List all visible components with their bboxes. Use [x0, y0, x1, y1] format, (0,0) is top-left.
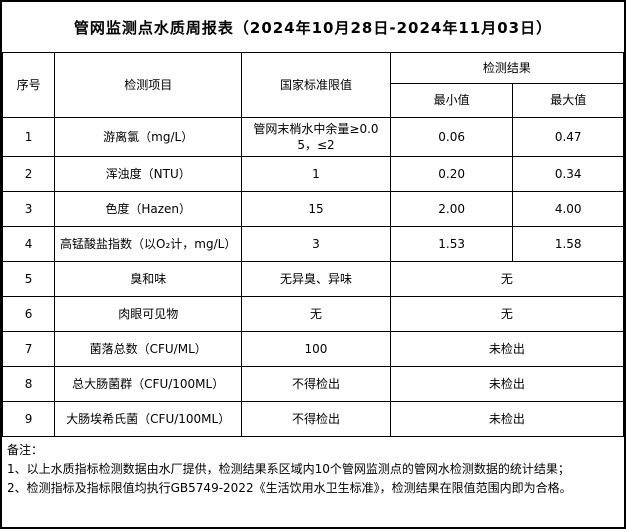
- row-max: 1.58: [512, 226, 624, 262]
- row-min: 0.20: [389, 156, 514, 192]
- row-item: 大肠埃希氏菌（CFU/100ML）: [54, 401, 243, 437]
- row-item: 色度（Hazen）: [54, 191, 243, 227]
- notes-line-2: 2、检测指标及指标限值均执行GB5749-2022《生活饮用水卫生标准》，检测结…: [7, 481, 572, 495]
- row-item: 游离氯（mg/L）: [54, 117, 243, 157]
- table-row-5: 5 臭和味 无异臭、异味 无: [2, 261, 624, 297]
- row-min: 1.53: [389, 226, 514, 262]
- row-item: 浑浊度（NTU）: [54, 156, 243, 192]
- row-max: 0.34: [512, 156, 624, 192]
- row-seq: 5: [2, 261, 56, 297]
- row-limit: 无异臭、异味: [241, 261, 391, 297]
- notes-section: 备注： 1、以上水质指标检测数据由水厂提供，检测结果系区域内10个管网监测点的管…: [2, 437, 624, 502]
- row-min: 2.00: [389, 191, 514, 227]
- row-seq: 1: [2, 117, 56, 157]
- header-limit: 国家标准限值: [241, 52, 391, 118]
- row-result: 未检出: [389, 366, 624, 402]
- water-quality-table: 序号 检测项目 国家标准限值 检测结果 最小值 最大值 1 游离氯（mg/L） …: [2, 52, 624, 437]
- table-row-7: 7 菌落总数（CFU/ML） 100 未检出: [2, 331, 624, 367]
- notes-label: 备注：: [7, 443, 44, 457]
- header-min: 最小值: [389, 83, 514, 118]
- row-item: 臭和味: [54, 261, 243, 297]
- table-row-9: 9 大肠埃希氏菌（CFU/100ML） 不得检出 未检出: [2, 401, 624, 437]
- row-item: 肉眼可见物: [54, 296, 243, 332]
- row-limit: 15: [241, 191, 391, 227]
- table-row-8: 8 总大肠菌群（CFU/100ML） 不得检出 未检出: [2, 366, 624, 402]
- row-item: 总大肠菌群（CFU/100ML）: [54, 366, 243, 402]
- row-limit: 1: [241, 156, 391, 192]
- row-result: 未检出: [389, 331, 624, 367]
- row-max: 4.00: [512, 191, 624, 227]
- row-seq: 8: [2, 366, 56, 402]
- row-seq: 2: [2, 156, 56, 192]
- header-max: 最大值: [512, 83, 624, 118]
- row-result: 无: [389, 296, 624, 332]
- row-limit: 无: [241, 296, 391, 332]
- row-seq: 3: [2, 191, 56, 227]
- table-row-6: 6 肉眼可见物 无 无: [2, 296, 624, 332]
- header-item: 检测项目: [54, 52, 243, 118]
- row-item: 高锰酸盐指数（以O₂计，mg/L）: [54, 226, 243, 262]
- header-seq: 序号: [2, 52, 56, 118]
- row-limit: 100: [241, 331, 391, 367]
- table-row-3: 3 色度（Hazen） 15 2.00 4.00: [2, 191, 624, 227]
- header-result: 检测结果: [389, 52, 624, 84]
- table-row-1: 1 游离氯（mg/L） 管网末梢水中余量≥0.05，≤2 0.06 0.47: [2, 117, 624, 157]
- notes-line-1: 1、以上水质指标检测数据由水厂提供，检测结果系区域内10个管网监测点的管网水检测…: [7, 462, 570, 476]
- row-limit: 3: [241, 226, 391, 262]
- row-min: 0.06: [389, 117, 514, 157]
- row-limit: 不得检出: [241, 401, 391, 437]
- header-row-top: 序号 检测项目 国家标准限值 检测结果: [2, 52, 624, 118]
- row-result: 未检出: [389, 401, 624, 437]
- row-seq: 7: [2, 331, 56, 367]
- row-item: 菌落总数（CFU/ML）: [54, 331, 243, 367]
- row-limit: 管网末梢水中余量≥0.05，≤2: [241, 117, 391, 157]
- header-row-bottom: 最小值 最大值: [3, 83, 624, 118]
- table-row-2: 2 浑浊度（NTU） 1 0.20 0.34: [2, 156, 624, 192]
- row-seq: 9: [2, 401, 56, 437]
- row-max: 0.47: [512, 117, 624, 157]
- row-seq: 4: [2, 226, 56, 262]
- row-limit: 不得检出: [241, 366, 391, 402]
- row-seq: 6: [2, 296, 56, 332]
- row-result: 无: [389, 261, 624, 297]
- page-title: 管网监测点水质周报表（2024年10月28日-2024年11月03日）: [73, 18, 553, 37]
- table-row-4: 4 高锰酸盐指数（以O₂计，mg/L） 3 1.53 1.58: [2, 226, 624, 262]
